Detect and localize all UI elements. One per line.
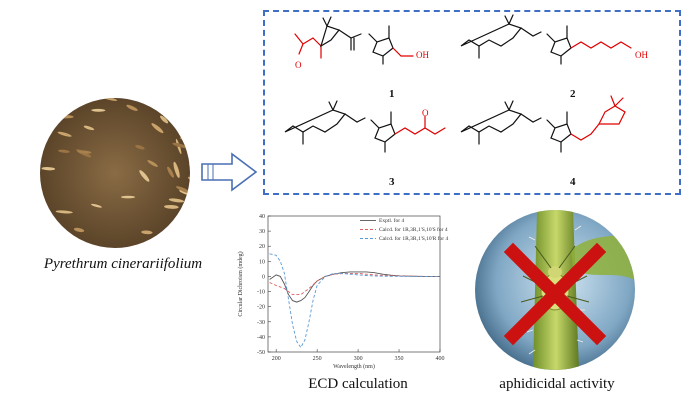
seed-grain xyxy=(57,131,72,137)
y-tick-label: 10 xyxy=(259,259,265,265)
seed-grain xyxy=(77,150,92,154)
series-line-1 xyxy=(269,271,440,303)
series-line-3 xyxy=(269,253,440,349)
y-tick-label: 0 xyxy=(262,274,265,280)
seed-grain xyxy=(151,98,163,100)
hydroxyl-label-1: OH xyxy=(416,50,429,60)
compound-structures-drawing xyxy=(284,14,632,153)
legend-entry: Exptl. for 4 xyxy=(379,217,404,224)
seed-grain xyxy=(102,98,118,101)
compound-3-structure xyxy=(284,100,446,153)
seed-grain xyxy=(167,166,174,178)
seed-grain xyxy=(139,170,150,182)
ecd-chart: 200 250 300 350 400 40 30 20 10 0 -10 -20 -30 -40 -50 W… xyxy=(237,214,448,370)
y-tick-label: 20 xyxy=(259,244,265,250)
seed-grain xyxy=(135,145,145,150)
y-tick-label: 30 xyxy=(259,229,265,235)
seed-grain xyxy=(41,167,56,171)
seed-grain xyxy=(53,100,65,104)
seed-grain xyxy=(55,210,73,214)
ketone-oxygen-label-3: O xyxy=(422,108,429,118)
seed-grain xyxy=(121,195,135,199)
x-tick-label: 400 xyxy=(436,356,445,362)
ketone-oxygen-label-1: O xyxy=(295,60,302,70)
x-tick-label: 350 xyxy=(395,356,404,362)
seed-grain xyxy=(176,186,190,194)
compound-4-structure xyxy=(460,95,626,153)
right-arrow-icon xyxy=(201,152,258,192)
pyrethrum-seeds-image xyxy=(40,98,190,248)
y-tick-label: -30 xyxy=(257,320,265,326)
seed-grain xyxy=(160,115,169,124)
y-tick-label: -40 xyxy=(257,335,265,341)
seed-grain xyxy=(90,203,102,208)
compound-number-2: 2 xyxy=(570,88,576,100)
y-tick-label: -50 xyxy=(257,350,265,356)
y-axis-label: Circular Dichroism (mdeg) xyxy=(237,251,244,316)
seed-grain xyxy=(73,227,85,233)
compound-number-1: 1 xyxy=(389,88,395,100)
seed-grain xyxy=(147,160,158,167)
compound-structures-panel: 1 2 3 4 OH OH O O xyxy=(263,10,681,195)
seed-grain xyxy=(164,204,179,209)
seed-grain xyxy=(151,123,164,134)
y-tick-label: 40 xyxy=(259,214,265,220)
compound-1-structure xyxy=(294,16,414,65)
x-axis-label: Wavelength (nm) xyxy=(333,363,375,370)
x-tick-label: 250 xyxy=(313,356,322,362)
cross-mark-icon xyxy=(503,242,607,346)
x-tick-label: 300 xyxy=(354,356,363,362)
aphid-caption: aphidicidal activity xyxy=(499,376,615,392)
legend-entry: Calcd. for 1R,3R,1'S,10'S for 4 xyxy=(379,226,448,233)
seed-grain xyxy=(172,142,188,149)
seed-grain xyxy=(58,149,70,153)
series-line-2 xyxy=(269,272,440,296)
species-name: Pyrethrum cinerariifolium xyxy=(43,256,203,272)
plot-frame xyxy=(267,215,441,353)
seed-grain xyxy=(141,230,153,235)
ecd-caption: ECD calculation xyxy=(308,376,408,392)
hydroxyl-label-2: OH xyxy=(635,50,648,60)
x-tick-label: 200 xyxy=(272,356,281,362)
aphid-on-leaf-image xyxy=(475,210,635,370)
compound-number-4: 4 xyxy=(570,176,576,188)
seed-grain xyxy=(126,104,138,111)
seed-grain xyxy=(83,125,95,131)
seed-grain xyxy=(91,108,106,112)
seed-grain xyxy=(168,198,185,203)
y-tick-label: -10 xyxy=(257,290,265,296)
legend-entry: Calcd. for 1R,3R,1'S,10'R for 4 xyxy=(379,235,448,242)
y-tick-label: -20 xyxy=(257,305,265,311)
seed-grain xyxy=(173,161,180,178)
compound-2-structure xyxy=(460,14,632,65)
compound-number-3: 3 xyxy=(389,176,395,188)
